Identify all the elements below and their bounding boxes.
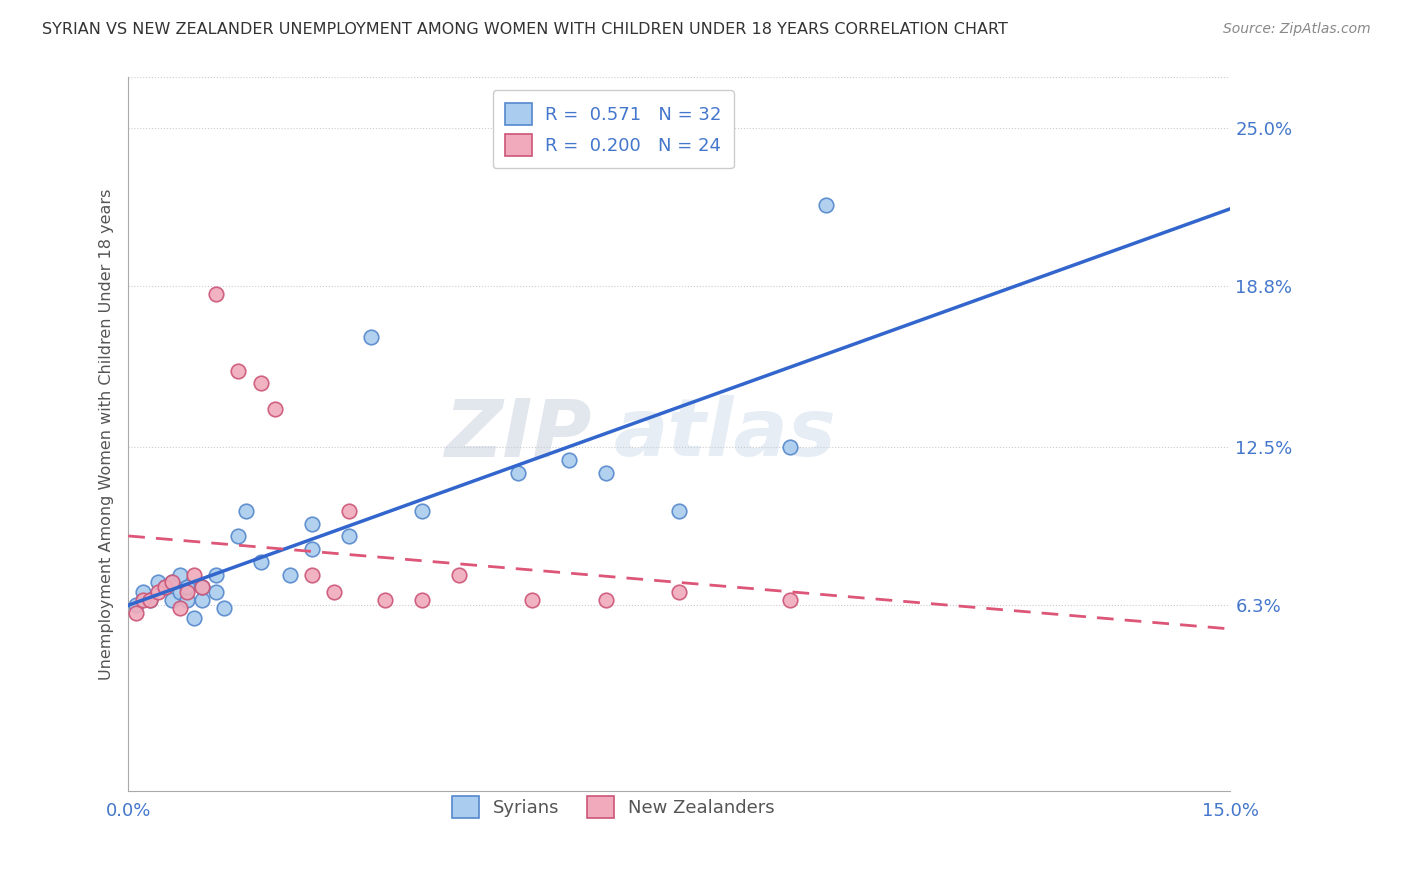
Point [212, 600, 235, 615]
Point [668, 585, 690, 599]
Point [228, 529, 250, 543]
Point [146, 575, 169, 590]
Point [249, 376, 271, 391]
Point [235, 504, 257, 518]
Point [132, 585, 155, 599]
Point [176, 593, 198, 607]
Point [301, 516, 323, 531]
Point [132, 593, 155, 607]
Point [176, 585, 198, 599]
Point [337, 529, 360, 543]
Point [183, 611, 205, 625]
Point [190, 593, 212, 607]
Point [249, 555, 271, 569]
Point [205, 585, 228, 599]
Point [190, 580, 212, 594]
Point [205, 567, 228, 582]
Point [779, 593, 801, 607]
Point [176, 580, 198, 594]
Point [301, 542, 323, 557]
Text: atlas: atlas [613, 395, 837, 474]
Point [374, 593, 396, 607]
Point [264, 401, 287, 416]
Point [124, 598, 146, 612]
Point [162, 575, 184, 590]
Point [278, 567, 301, 582]
Point [162, 593, 184, 607]
Point [411, 504, 433, 518]
Y-axis label: Unemployment Among Women with Children Under 18 years: Unemployment Among Women with Children U… [100, 189, 114, 680]
Point [139, 593, 162, 607]
Point [815, 198, 838, 212]
Legend: Syrians, New Zealanders: Syrians, New Zealanders [444, 789, 782, 825]
Text: SYRIAN VS NEW ZEALANDER UNEMPLOYMENT AMONG WOMEN WITH CHILDREN UNDER 18 YEARS CO: SYRIAN VS NEW ZEALANDER UNEMPLOYMENT AMO… [42, 22, 1008, 37]
Point [779, 440, 801, 454]
Point [323, 585, 346, 599]
Point [411, 593, 433, 607]
Point [153, 580, 176, 594]
Point [139, 593, 162, 607]
Point [522, 593, 544, 607]
Point [337, 504, 360, 518]
Point [169, 585, 191, 599]
Point [668, 504, 690, 518]
Text: Source: ZipAtlas.com: Source: ZipAtlas.com [1223, 22, 1371, 37]
Point [447, 567, 470, 582]
Point [595, 466, 617, 480]
Point [360, 330, 382, 344]
Point [205, 287, 228, 301]
Point [183, 567, 205, 582]
Text: ZIP: ZIP [444, 395, 591, 474]
Point [190, 580, 212, 594]
Point [228, 364, 250, 378]
Point [506, 466, 529, 480]
Point [595, 593, 617, 607]
Point [169, 600, 191, 615]
Point [169, 567, 191, 582]
Point [558, 453, 581, 467]
Point [162, 575, 184, 590]
Point [301, 567, 323, 582]
Point [124, 606, 146, 620]
Point [153, 580, 176, 594]
Point [146, 585, 169, 599]
